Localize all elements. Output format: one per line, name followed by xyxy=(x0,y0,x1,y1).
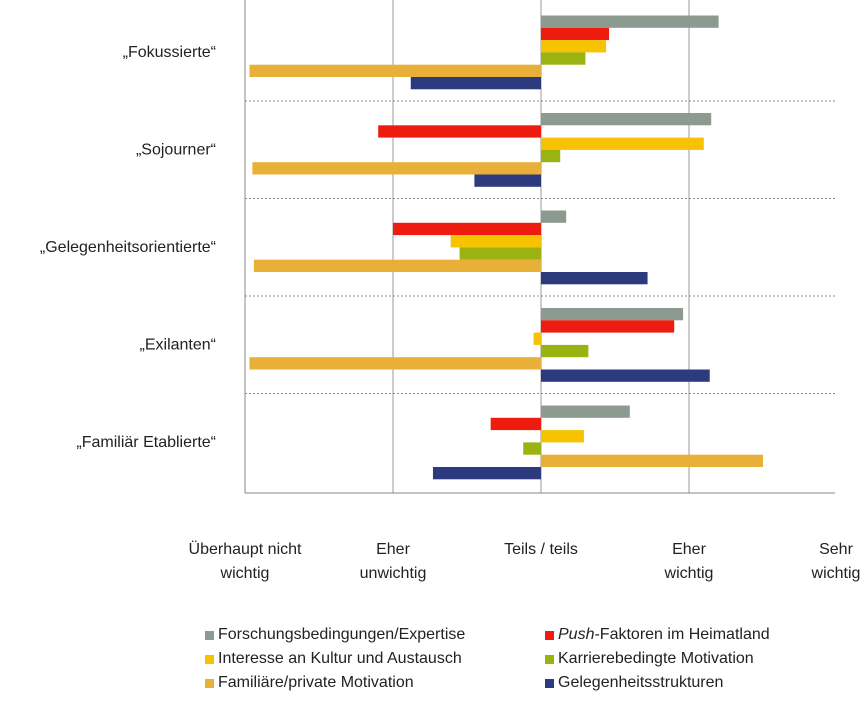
category-label: „Exilanten“ xyxy=(140,336,216,353)
bar xyxy=(378,125,541,138)
legend-item: Interesse an Kultur und Austausch xyxy=(205,649,545,669)
legend-label: Familiäre/private Motivation xyxy=(218,674,414,691)
legend-swatch xyxy=(205,678,214,688)
legend-item: Push-Faktoren im Heimatland xyxy=(545,625,845,645)
bar xyxy=(541,137,704,150)
legend-item: Gelegenheitsstrukturen xyxy=(545,673,845,693)
bar xyxy=(541,40,607,53)
bar xyxy=(541,272,648,285)
category-label: „Sojourner“ xyxy=(136,141,216,158)
legend-item: Karrierebedingte Motivation xyxy=(545,649,845,669)
bar xyxy=(541,320,675,333)
bar xyxy=(459,247,541,260)
bar xyxy=(410,77,541,90)
x-tick-label: wichtig xyxy=(220,565,270,582)
bar xyxy=(533,332,541,345)
bar xyxy=(541,27,610,41)
bar xyxy=(541,52,586,65)
x-tick-label: wichtig xyxy=(664,565,714,582)
bar xyxy=(249,357,541,370)
bar xyxy=(393,222,541,236)
bar xyxy=(474,174,541,187)
bar xyxy=(252,162,541,175)
legend-item: Familiäre/private Motivation xyxy=(205,673,545,693)
chart-legend: Forschungsbedingungen/Expertise Push-Fak… xyxy=(205,625,845,693)
bar xyxy=(253,259,541,272)
x-tick-label: Eher xyxy=(672,541,706,558)
legend-swatch xyxy=(545,630,554,640)
x-tick-label: unwichtig xyxy=(360,565,427,582)
bar xyxy=(450,235,541,248)
bar xyxy=(432,467,541,480)
bar xyxy=(541,454,763,467)
legend-swatch xyxy=(205,654,214,664)
legend-label: Forschungsbedingungen/Expertise xyxy=(218,626,466,643)
legend-label: Karrierebedingte Motivation xyxy=(558,650,754,667)
category-label: „Familiär Etablierte“ xyxy=(76,434,216,451)
x-tick-label: Teils / teils xyxy=(504,541,578,558)
chart: „Fokussierte“ „Sojourner“ „Gelegenheitsori… xyxy=(40,0,861,582)
bar xyxy=(249,64,541,77)
bar xyxy=(541,149,561,163)
legend-swatch xyxy=(545,678,554,688)
legend-label: Interesse an Kultur und Austausch xyxy=(218,650,462,667)
bar xyxy=(541,369,710,382)
legend-swatch xyxy=(205,630,214,640)
category-label: „Fokussierte“ xyxy=(123,44,216,61)
legend-label: Push-Faktoren im Heimatland xyxy=(558,626,770,643)
x-tick-label: Überhaupt nicht xyxy=(189,540,303,558)
bar xyxy=(541,405,630,418)
bar xyxy=(541,344,589,358)
bar xyxy=(541,113,712,126)
bar xyxy=(541,430,584,443)
legend-swatch xyxy=(545,654,554,664)
bar xyxy=(523,442,541,455)
bar xyxy=(490,417,541,431)
x-tick-label: Eher xyxy=(376,541,410,558)
bar xyxy=(541,15,719,28)
bar xyxy=(541,210,567,223)
bar xyxy=(541,308,684,321)
category-label: „Gelegenheitsorientierte“ xyxy=(40,239,216,256)
legend-label: Gelegenheitsstrukturen xyxy=(558,674,724,691)
x-tick-label: Sehr xyxy=(819,541,853,558)
x-tick-label: wichtig xyxy=(811,565,861,582)
legend-item: Forschungsbedingungen/Expertise xyxy=(205,625,545,645)
